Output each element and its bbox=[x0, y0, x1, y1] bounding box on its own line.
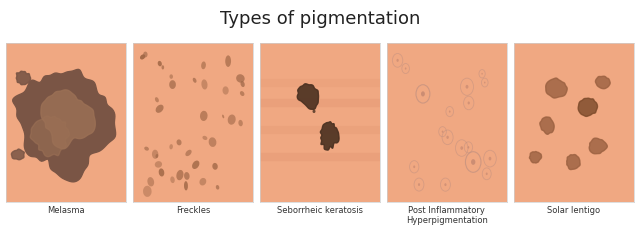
Ellipse shape bbox=[236, 74, 244, 83]
Polygon shape bbox=[566, 155, 580, 169]
Circle shape bbox=[471, 159, 476, 165]
Circle shape bbox=[444, 183, 447, 186]
Circle shape bbox=[467, 146, 469, 149]
Ellipse shape bbox=[238, 120, 243, 126]
Text: Types of pigmentation: Types of pigmentation bbox=[220, 10, 420, 28]
Circle shape bbox=[405, 67, 406, 70]
Circle shape bbox=[396, 59, 399, 62]
Ellipse shape bbox=[212, 163, 218, 170]
Ellipse shape bbox=[159, 168, 164, 176]
Ellipse shape bbox=[140, 54, 145, 60]
Circle shape bbox=[449, 110, 451, 113]
Circle shape bbox=[418, 183, 420, 186]
X-axis label: Seborrheic keratosis: Seborrheic keratosis bbox=[277, 206, 363, 215]
Circle shape bbox=[468, 102, 470, 104]
Circle shape bbox=[488, 157, 492, 161]
Ellipse shape bbox=[184, 181, 188, 191]
Circle shape bbox=[421, 91, 425, 96]
Ellipse shape bbox=[177, 139, 182, 145]
Polygon shape bbox=[578, 98, 598, 116]
Polygon shape bbox=[540, 117, 554, 134]
X-axis label: Freckles: Freckles bbox=[176, 206, 211, 215]
X-axis label: Melasma: Melasma bbox=[47, 206, 85, 215]
Ellipse shape bbox=[177, 170, 184, 180]
Polygon shape bbox=[529, 151, 541, 163]
Ellipse shape bbox=[143, 186, 152, 197]
Ellipse shape bbox=[225, 55, 231, 67]
Circle shape bbox=[486, 173, 488, 175]
Ellipse shape bbox=[192, 161, 200, 169]
Ellipse shape bbox=[202, 79, 207, 90]
Polygon shape bbox=[12, 149, 24, 160]
Ellipse shape bbox=[155, 161, 162, 168]
Ellipse shape bbox=[222, 114, 224, 118]
Polygon shape bbox=[546, 78, 567, 98]
Polygon shape bbox=[30, 116, 69, 157]
Circle shape bbox=[442, 131, 444, 133]
Ellipse shape bbox=[170, 144, 173, 149]
Circle shape bbox=[481, 73, 483, 75]
Ellipse shape bbox=[240, 91, 244, 96]
Ellipse shape bbox=[184, 172, 189, 180]
Ellipse shape bbox=[156, 154, 158, 158]
Circle shape bbox=[460, 146, 463, 150]
Ellipse shape bbox=[202, 136, 207, 140]
Ellipse shape bbox=[186, 150, 191, 156]
Ellipse shape bbox=[157, 61, 162, 66]
Ellipse shape bbox=[209, 137, 216, 147]
Ellipse shape bbox=[193, 78, 196, 83]
Ellipse shape bbox=[152, 150, 158, 159]
Ellipse shape bbox=[228, 114, 236, 125]
Circle shape bbox=[446, 136, 449, 139]
Polygon shape bbox=[13, 69, 116, 182]
Ellipse shape bbox=[170, 74, 173, 79]
Circle shape bbox=[413, 165, 415, 168]
Ellipse shape bbox=[223, 86, 228, 95]
Ellipse shape bbox=[200, 178, 206, 186]
Ellipse shape bbox=[155, 97, 159, 102]
X-axis label: Post Inflammatory
Hyperpigmentation: Post Inflammatory Hyperpigmentation bbox=[406, 206, 488, 225]
Ellipse shape bbox=[156, 105, 164, 113]
Polygon shape bbox=[595, 76, 610, 89]
Polygon shape bbox=[589, 138, 607, 154]
Ellipse shape bbox=[200, 111, 207, 121]
Ellipse shape bbox=[312, 110, 316, 113]
Ellipse shape bbox=[201, 61, 206, 69]
X-axis label: Solar lentigo: Solar lentigo bbox=[547, 206, 600, 215]
Ellipse shape bbox=[169, 80, 176, 89]
Ellipse shape bbox=[143, 52, 148, 57]
Ellipse shape bbox=[241, 81, 244, 87]
Polygon shape bbox=[41, 90, 95, 149]
Circle shape bbox=[465, 85, 468, 89]
Ellipse shape bbox=[147, 177, 154, 186]
Ellipse shape bbox=[216, 185, 220, 190]
Polygon shape bbox=[321, 122, 339, 150]
Ellipse shape bbox=[144, 147, 149, 151]
Polygon shape bbox=[17, 71, 31, 85]
Ellipse shape bbox=[170, 176, 175, 183]
Circle shape bbox=[484, 82, 486, 84]
Ellipse shape bbox=[161, 65, 164, 70]
Polygon shape bbox=[297, 84, 319, 109]
